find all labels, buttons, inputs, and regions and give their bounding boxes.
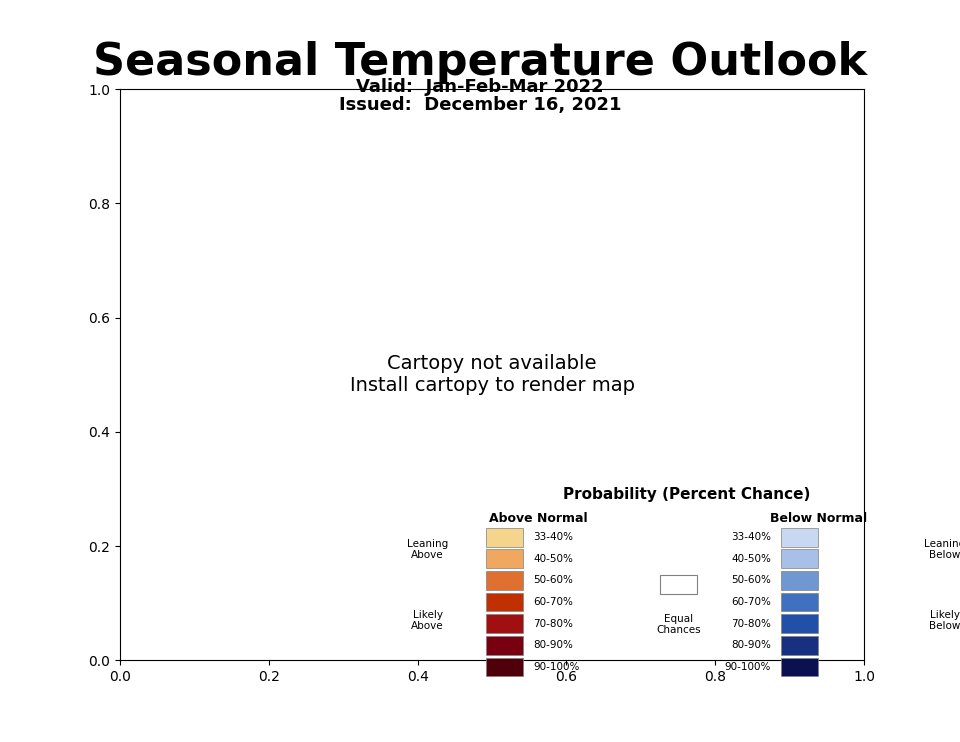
Text: 40-50%: 40-50% [534,554,573,564]
Bar [486,550,522,568]
Text: 33-40%: 33-40% [534,532,573,542]
Text: Above Normal: Above Normal [490,512,588,525]
Bar [486,593,522,611]
Text: 90-100%: 90-100% [725,662,771,672]
Text: 40-50%: 40-50% [731,554,771,564]
Text: Seasonal Temperature Outlook: Seasonal Temperature Outlook [93,41,867,84]
Bar [781,657,818,676]
Text: 50-60%: 50-60% [534,576,573,585]
Bar [781,571,818,590]
Text: Leaning
Above: Leaning Above [407,539,448,560]
Text: Cartopy not available
Install cartopy to render map: Cartopy not available Install cartopy to… [349,354,635,395]
Text: 60-70%: 60-70% [534,597,573,607]
Text: Below Normal: Below Normal [770,512,867,525]
Bar [781,550,818,568]
Text: 90-100%: 90-100% [534,662,580,672]
Bar [660,575,697,594]
Bar [781,528,818,547]
Text: Issued:  December 16, 2021: Issued: December 16, 2021 [339,96,621,114]
Text: Equal
Chances: Equal Chances [657,614,701,635]
Text: Likely
Below: Likely Below [929,609,960,631]
Bar [486,657,522,676]
Bar [486,614,522,633]
Bar [486,571,522,590]
Text: 33-40%: 33-40% [731,532,771,542]
Text: Likely
Above: Likely Above [412,609,444,631]
Text: Probability (Percent Chance): Probability (Percent Chance) [563,487,810,502]
Text: 60-70%: 60-70% [731,597,771,607]
Bar [486,528,522,547]
Text: 80-90%: 80-90% [534,640,573,650]
Text: 50-60%: 50-60% [731,576,771,585]
Text: Leaning
Below: Leaning Below [924,539,960,560]
Bar [781,593,818,611]
Text: Valid:  Jan-Feb-Mar 2022: Valid: Jan-Feb-Mar 2022 [356,78,604,96]
Bar [781,614,818,633]
Text: 70-80%: 70-80% [731,619,771,628]
Text: 70-80%: 70-80% [534,619,573,628]
Bar [486,636,522,654]
Bar [781,636,818,654]
Text: 80-90%: 80-90% [731,640,771,650]
